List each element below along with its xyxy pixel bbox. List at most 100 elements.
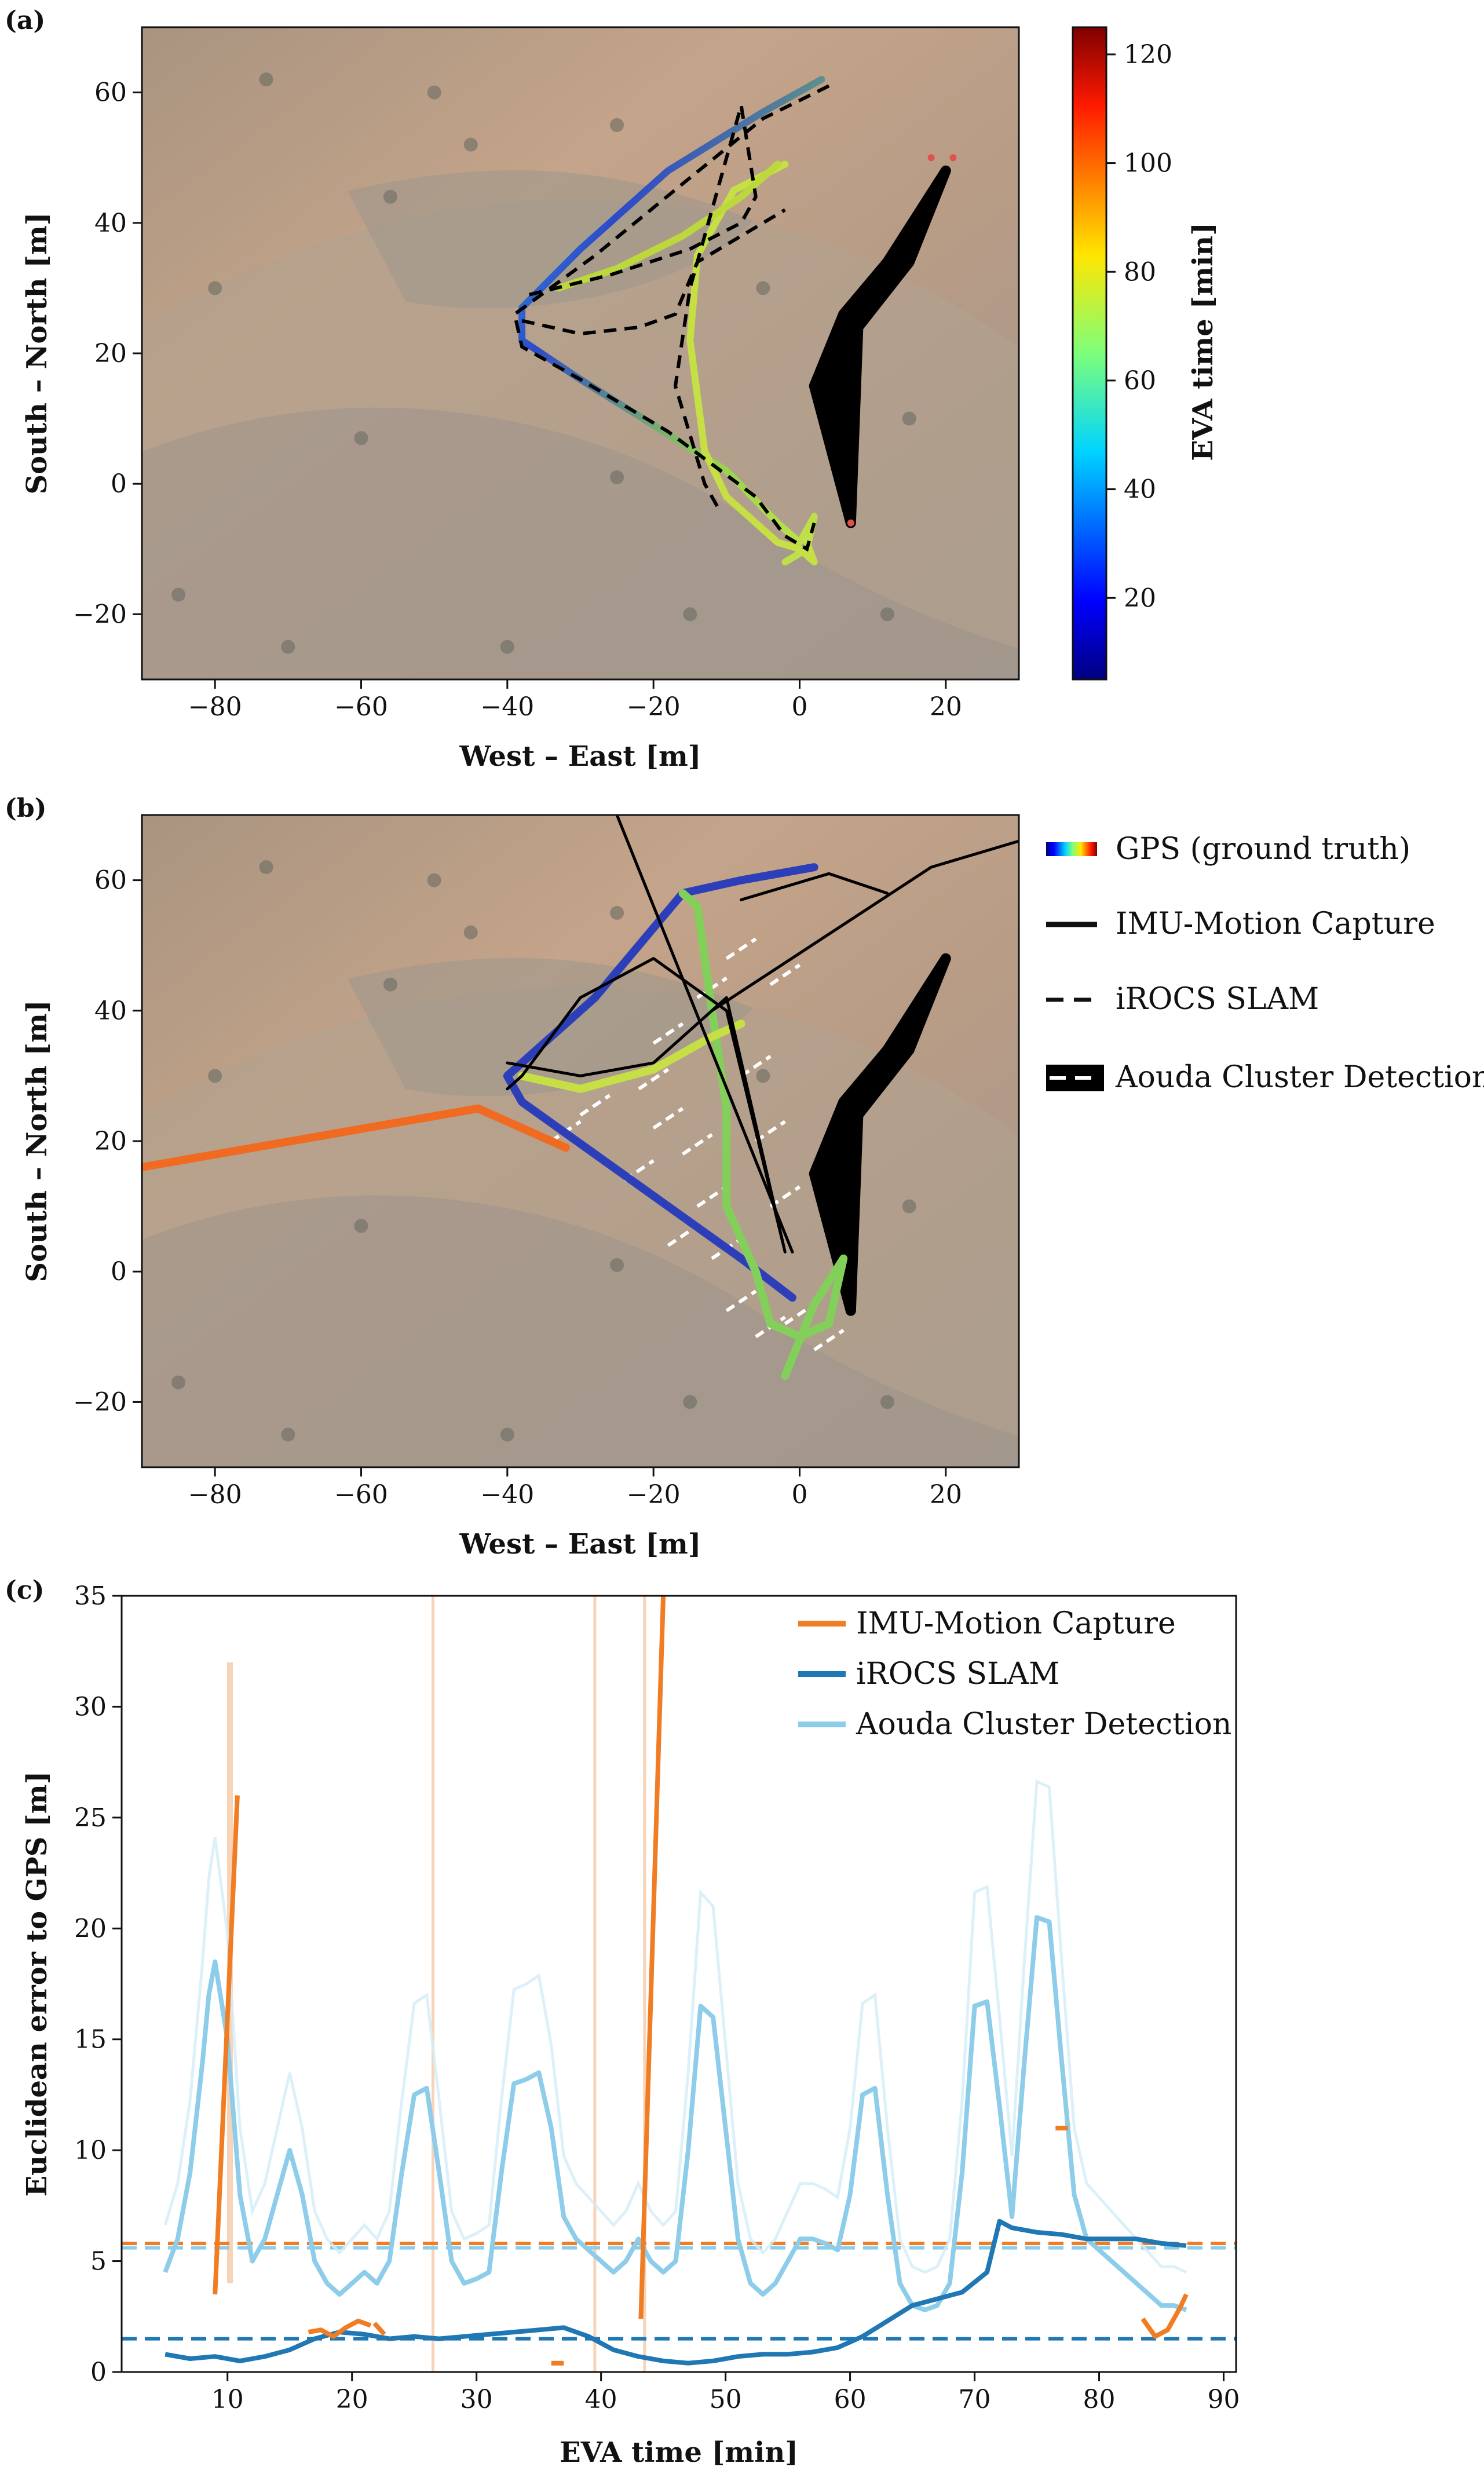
colorbar-ticks: 20 40 60 80 100 120: [1106, 40, 1172, 613]
shrub-b: [463, 925, 478, 940]
axes-c: 10 20 30 40 50 60 70 80 90 0 5 10 15 20 25 30 35: [74, 1581, 1240, 2414]
shrub-b: [171, 1375, 186, 1390]
x-tick-label-c: 30: [460, 2385, 493, 2414]
legend-b: GPS (ground truth) IMU-Motion Capture iR…: [1046, 832, 1484, 1095]
plot-area-b: [142, 815, 1019, 1442]
colorbar-tick-label: 60: [1124, 366, 1156, 396]
x-axis-title-c: EVA time [min]: [560, 2436, 798, 2469]
legend-c-imu-label: IMU-Motion Capture: [856, 1606, 1176, 1641]
y-axis-title-c: Euclidean error to GPS [m]: [21, 1771, 53, 2197]
colorbar: 20 40 60 80 100 120 EVA time [min]: [1072, 26, 1219, 681]
shrub-b: [756, 1069, 770, 1083]
imu-error-segment-4: [638, 1596, 666, 2319]
colorbar-gradient: [1072, 26, 1107, 681]
cluster-detection-b: [769, 963, 801, 986]
shrub-b: [208, 1069, 222, 1083]
x-tick-label-a: −40: [480, 692, 534, 722]
x-tick-label-b: −20: [627, 1480, 681, 1510]
imu-error-segment-1: [308, 2318, 372, 2339]
y-tick-label-c: 30: [74, 1692, 107, 1722]
y-tick-label-c: 15: [74, 2025, 107, 2055]
legend-c: IMU-Motion Capture iROCS SLAM Aouda Clus…: [798, 1606, 1231, 1742]
cluster-detection-b: [784, 1303, 816, 1325]
cluster-detection-b: [638, 1068, 670, 1091]
legend-cluster-label: Aouda Cluster Detection: [1115, 1060, 1484, 1095]
x-tick-label-b: −40: [480, 1480, 534, 1510]
imu-error-segment-0: [213, 1795, 240, 2295]
shrub-a: [208, 281, 222, 295]
shrub-a: [610, 470, 624, 484]
x-tick-label-b: 0: [792, 1480, 808, 1510]
shrub-a: [354, 431, 368, 445]
cluster-detection-b: [755, 1120, 786, 1143]
colorbar-label: EVA time [min]: [1187, 222, 1219, 461]
shrub-b: [610, 905, 624, 920]
shrub-b: [683, 1395, 697, 1409]
shrub-b: [500, 1427, 514, 1442]
cluster-detection-b: [725, 937, 757, 960]
imu-track-b-7: [740, 872, 889, 901]
shrub-a: [427, 85, 441, 100]
imu-track-b-4: [506, 957, 787, 1253]
colorbar-tick-label: 120: [1124, 40, 1172, 70]
cluster-band-b: [809, 953, 951, 1316]
y-tick-label-a: 0: [111, 469, 127, 499]
cluster-detection-b: [652, 1107, 684, 1130]
slam-track-a-3: [513, 84, 830, 552]
shrub-b: [354, 1219, 368, 1233]
x-tick-label-c: 20: [336, 2385, 368, 2414]
gps-track-b-2: [518, 1019, 745, 1093]
map-background-a: [142, 27, 1019, 679]
shrub-b: [259, 860, 273, 875]
shrub-a: [902, 411, 916, 426]
shrub-a: [610, 118, 624, 132]
cluster-band-a: [809, 165, 951, 528]
x-tick-label-a: 20: [930, 692, 962, 722]
cluster-detection-b: [652, 1022, 684, 1045]
legend-gps-swatch: [1046, 842, 1097, 856]
y-axis-title-a: South – North [m]: [21, 212, 53, 494]
y-tick-label-c: 35: [74, 1581, 107, 1611]
colorbar-tick-label: 100: [1124, 149, 1172, 178]
cluster-detection-b: [813, 1329, 845, 1351]
y-tick-label-c: 0: [90, 2358, 107, 2387]
cluster-detection-b: [696, 1185, 728, 1208]
shrub-a: [463, 137, 478, 152]
imu-track-b-6: [710, 839, 1019, 1013]
plot-area-c: [122, 1596, 1236, 2372]
y-tick-label-a: −20: [73, 600, 127, 629]
cluster-endpoint-a: [847, 519, 854, 527]
shrub-b: [880, 1395, 894, 1409]
shrub-a: [259, 72, 273, 87]
x-tick-label-c: 60: [834, 2385, 867, 2414]
x-tick-label-c: 90: [1208, 2385, 1240, 2414]
x-tick-label-c: 10: [211, 2385, 244, 2414]
map-background-b: [142, 815, 1019, 1467]
plot-frame-c: [120, 1595, 1237, 2373]
y-tick-label-c: 10: [74, 2136, 107, 2165]
cluster-endpoint-a: [927, 154, 935, 162]
y-tick-label-b: 20: [94, 1127, 127, 1156]
x-tick-label-a: 0: [792, 692, 808, 722]
imu-error-segment-6: [1141, 2293, 1189, 2339]
cluster-detection-b: [579, 1094, 611, 1117]
shrub-b: [902, 1199, 916, 1214]
colorbar-tick-label: 80: [1124, 257, 1156, 287]
shrub-a: [383, 189, 397, 204]
colorbar-tick-label: 20: [1124, 583, 1156, 613]
gps-track-b-1: [678, 889, 848, 1380]
panel-label-c: (c): [5, 1576, 44, 1605]
y-tick-label-a: 40: [94, 209, 127, 238]
panel-label-b: (b): [5, 794, 46, 823]
panel-c: (c) 10 20 30 40 50 60 70 80 90 0 5 10 15 20 25 30 35 IMU…: [5, 1576, 1240, 2414]
x-tick-label-c: 50: [710, 2385, 742, 2414]
x-tick-label-b: −80: [188, 1480, 242, 1510]
y-axis-title-b: South – North [m]: [21, 1000, 53, 1282]
shrub-a: [281, 639, 295, 654]
cluster-detection-b: [725, 1289, 757, 1313]
y-tick-label-c: 20: [74, 1914, 107, 1943]
cluster-error-line: [163, 1915, 1187, 2312]
shrub-b: [610, 1258, 624, 1272]
imu-error-segment-2: [372, 2322, 386, 2336]
